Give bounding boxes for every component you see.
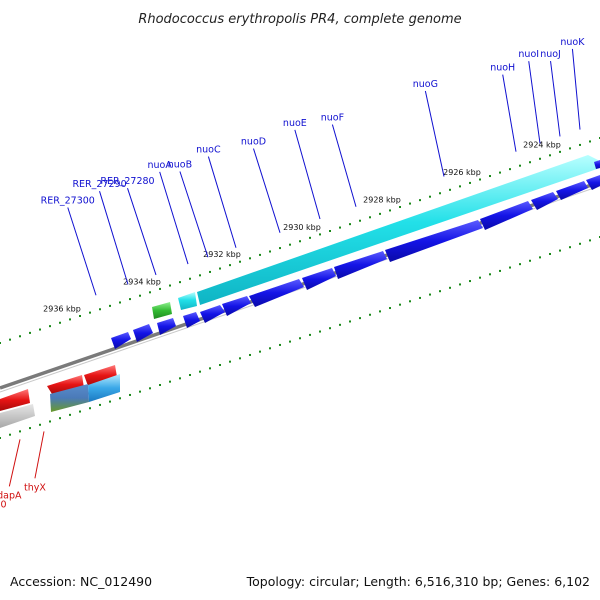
gene-label-nuoc: nuoC [196,145,221,156]
kbp-label: 2930 kbp [283,223,321,232]
gene-leader-line [253,148,281,233]
forward-rna-track [178,155,600,310]
gene-label-nuoe: nuoE [283,118,307,129]
nuoA-rna-segment [178,292,197,310]
gene-label-nuof: nuoF [321,113,344,124]
kbp-label: 2928 kbp [363,195,401,204]
kbp-label: 2926 kbp [443,168,481,177]
cds-arrow [302,268,336,290]
cds-arrow [249,279,304,307]
cds-arrow [183,312,200,328]
kbp-label: 2936 kbp [43,304,81,313]
cds-arrow [334,251,387,279]
map-title: Rhodococcus erythropolis PR4, complete g… [138,12,461,27]
pseudo-feature [0,404,35,428]
rna-feature [88,374,120,402]
gene-label-nuok: nuoK [560,37,585,48]
gene-leader-line [294,129,321,220]
forward-cds-track [111,160,600,349]
misc-feature [152,302,172,319]
cds-arrow [84,365,117,386]
cds-arrow [480,201,533,230]
gene-label-rer_27290: RER_27290 [72,179,126,190]
genome-summary-text: Topology: circular; Length: 6,516,310 bp… [246,574,590,589]
gene-leader-line [424,90,445,177]
kbp-scale-labels: 2924 kbp 2926 kbp 2928 kbp 2930 kbp 2932 kbp… [43,140,561,313]
kbp-label: 2934 kbp [123,277,161,286]
gene-leader-line [159,171,189,265]
cds-arrow [157,318,176,335]
reverse-feature-track [0,374,120,428]
cds-arrow [111,332,131,349]
gene-label-nuog: nuoG [413,79,438,90]
kbp-label: 2932 kbp [203,250,241,259]
gene-label-rer_27280: RER_27280 [100,176,154,187]
nuo-operon-rna-bar [197,155,600,305]
gene-label-rer_27300: RER_27300 [41,196,95,207]
kbp-label: 2924 kbp [523,140,561,149]
gene-leader-line [331,124,357,207]
cds-arrow [556,181,588,200]
gene-leader-line [8,439,21,487]
cds-arrow [385,220,483,262]
cds-arrow [200,305,225,323]
cds-arrow [0,389,30,411]
accession-text: Accession: NC_012490 [10,574,152,589]
inner-tick-ring [0,236,600,439]
gene-label-nuoh: nuoH [490,63,515,74]
gene-label-nuod: nuoD [241,137,266,148]
gene-leader-line [99,191,129,285]
gene-label-dapa: dapA [0,490,22,501]
gene-label-thyx: thyX [24,482,46,493]
gene-leader-line [550,60,561,137]
gene-label-nuob: nuoB [168,159,192,170]
gene-label-rer_27330: RER_27330 [0,500,7,511]
cds-arrow [594,160,600,169]
gene-label-nuoi: nuoI [518,49,539,60]
gene-leader-line [207,156,237,248]
outer-tick-ring [0,137,600,344]
gene-leader-line [502,74,517,152]
gene-leader-line [34,431,45,479]
rna-feature [50,384,89,412]
gene-leader-line [528,61,541,144]
gene-leader-line [571,48,581,130]
gene-label-leaders [8,48,581,487]
cds-arrow [531,192,558,210]
gene-leader-line [179,171,209,258]
cds-arrow [222,296,251,316]
cds-arrow [133,324,153,342]
gene-leader-line [67,207,97,296]
cds-arrow [586,175,600,190]
gene-label-nuoa: nuoA [148,160,173,171]
gene-leader-line [127,188,157,276]
gene-label-nuoj: nuoJ [540,49,561,60]
